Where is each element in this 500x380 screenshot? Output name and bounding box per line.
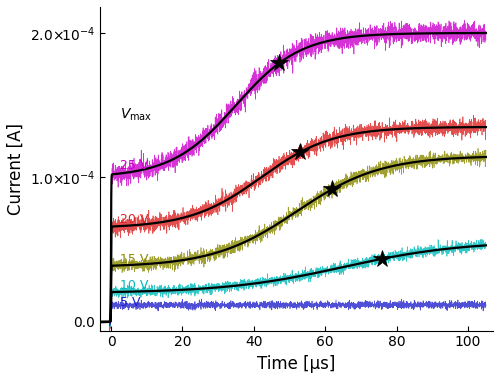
Text: 10 V: 10 V	[120, 279, 148, 291]
Text: 25 V: 25 V	[120, 159, 148, 173]
Text: $V_\mathrm{max}$: $V_\mathrm{max}$	[120, 106, 152, 122]
Text: 20 V: 20 V	[120, 213, 148, 226]
Y-axis label: Current [A]: Current [A]	[7, 123, 25, 215]
Text: 15 V: 15 V	[120, 253, 148, 266]
Text: 5 V: 5 V	[120, 296, 141, 309]
X-axis label: Time [μs]: Time [μs]	[258, 355, 336, 373]
